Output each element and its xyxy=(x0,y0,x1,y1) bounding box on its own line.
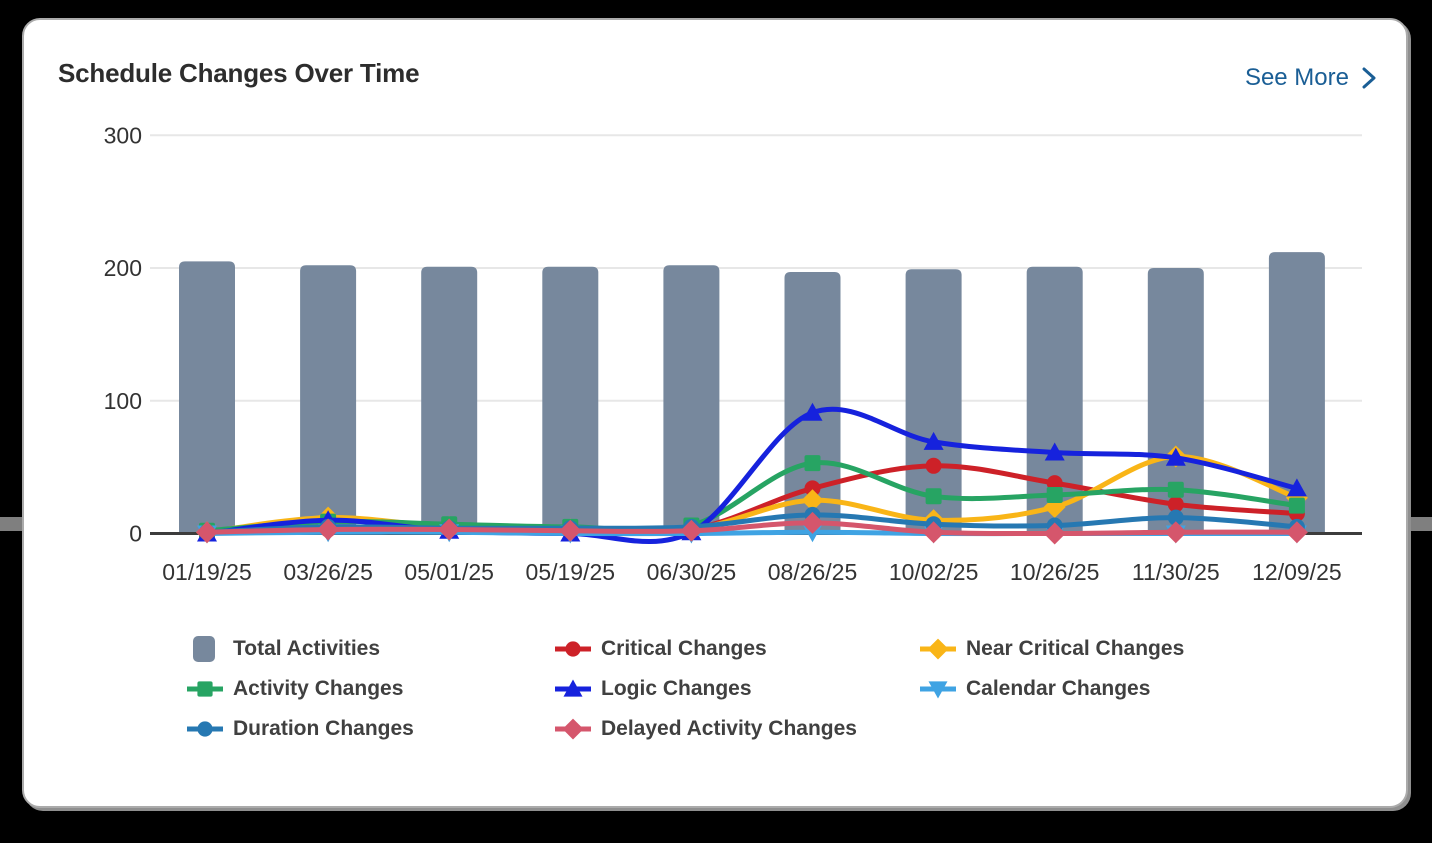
activity-changes-legend-marker-icon xyxy=(187,681,223,697)
legend-label-calendar-changes: Calendar Changes xyxy=(966,677,1151,700)
bar-total-activities xyxy=(542,266,599,534)
legend-label-activity-changes: Activity Changes xyxy=(233,677,404,700)
legend-item-total-activities[interactable]: Total Activities xyxy=(187,634,555,664)
total-activities-swatch xyxy=(193,636,215,662)
legend-item-delayed-activity-changes[interactable]: Delayed Activity Changes xyxy=(555,714,920,744)
schedule-changes-card: Schedule Changes Over Time See More 0 100… xyxy=(22,18,1408,808)
chart-legend: Total Activities Critical Changes Near Cri… xyxy=(187,634,1184,744)
chevron-right-icon xyxy=(1362,67,1376,89)
x-axis-label: 05/01/25 xyxy=(404,559,494,585)
x-axis-label: 06/30/25 xyxy=(647,559,737,585)
legend-label-near-critical-changes: Near Critical Changes xyxy=(966,637,1185,660)
y-axis-label-200: 200 xyxy=(104,255,142,281)
duration-changes-legend-marker-icon xyxy=(187,721,223,737)
bar-total-activities xyxy=(421,266,478,534)
delayed-activity-changes-legend-marker-icon xyxy=(555,718,591,740)
line-activity-changes xyxy=(204,460,1300,534)
see-more-label: See More xyxy=(1244,64,1349,91)
x-axis-label: 01/19/25 xyxy=(162,559,252,585)
x-axis-label: 08/26/25 xyxy=(768,559,858,585)
legend-item-critical-changes[interactable]: Critical Changes xyxy=(555,634,920,664)
near-critical-changes-legend-marker-icon xyxy=(920,638,956,660)
legend-label-delayed-activity-changes: Delayed Activity Changes xyxy=(601,717,857,740)
legend-label-duration-changes: Duration Changes xyxy=(233,717,414,740)
bar-total-activities xyxy=(663,265,720,534)
bar-total-activities xyxy=(1026,266,1083,534)
bar-total-activities xyxy=(179,261,235,534)
bar-total-activities xyxy=(1147,268,1204,534)
card-title: Schedule Changes Over Time xyxy=(58,58,420,88)
critical-changes-legend-marker-icon xyxy=(555,641,591,657)
x-axis-label: 12/09/25 xyxy=(1252,559,1342,585)
legend-item-duration-changes[interactable]: Duration Changes xyxy=(187,714,555,744)
y-axis-label-0: 0 xyxy=(129,521,142,547)
legend-label-critical-changes: Critical Changes xyxy=(601,637,767,660)
x-axis-label: 05/19/25 xyxy=(526,559,616,585)
see-more-button[interactable]: See More xyxy=(1245,64,1376,92)
y-axis-label-100: 100 xyxy=(104,388,142,414)
legend-label-total-activities: Total Activities xyxy=(233,637,381,660)
x-axis-label: 10/26/25 xyxy=(1010,559,1100,585)
y-axis-label-300: 300 xyxy=(104,122,142,148)
bar-total-activities xyxy=(300,265,357,534)
series-delayed-activity-changes xyxy=(196,511,1308,545)
legend-item-logic-changes[interactable]: Logic Changes xyxy=(555,674,920,704)
bar-total-activities xyxy=(1268,252,1325,534)
legend-item-calendar-changes[interactable]: Calendar Changes xyxy=(920,674,1184,704)
x-axis-label: 10/02/25 xyxy=(889,559,979,585)
legend-label-logic-changes: Logic Changes xyxy=(601,677,752,700)
line-delayed-activity-changes xyxy=(204,520,1300,537)
schedule-changes-chart: 0 100 200 300 01/19/25 03/26/25 05/01/25 05/19/… xyxy=(104,122,1362,585)
legend-item-activity-changes[interactable]: Activity Changes xyxy=(187,674,555,704)
x-axis-label: 03/26/25 xyxy=(283,559,373,585)
logic-changes-legend-marker-icon xyxy=(555,679,591,697)
legend-item-near-critical-changes[interactable]: Near Critical Changes xyxy=(920,634,1184,664)
x-axis-label: 11/30/25 xyxy=(1132,559,1220,585)
calendar-changes-legend-marker-icon xyxy=(920,681,956,699)
